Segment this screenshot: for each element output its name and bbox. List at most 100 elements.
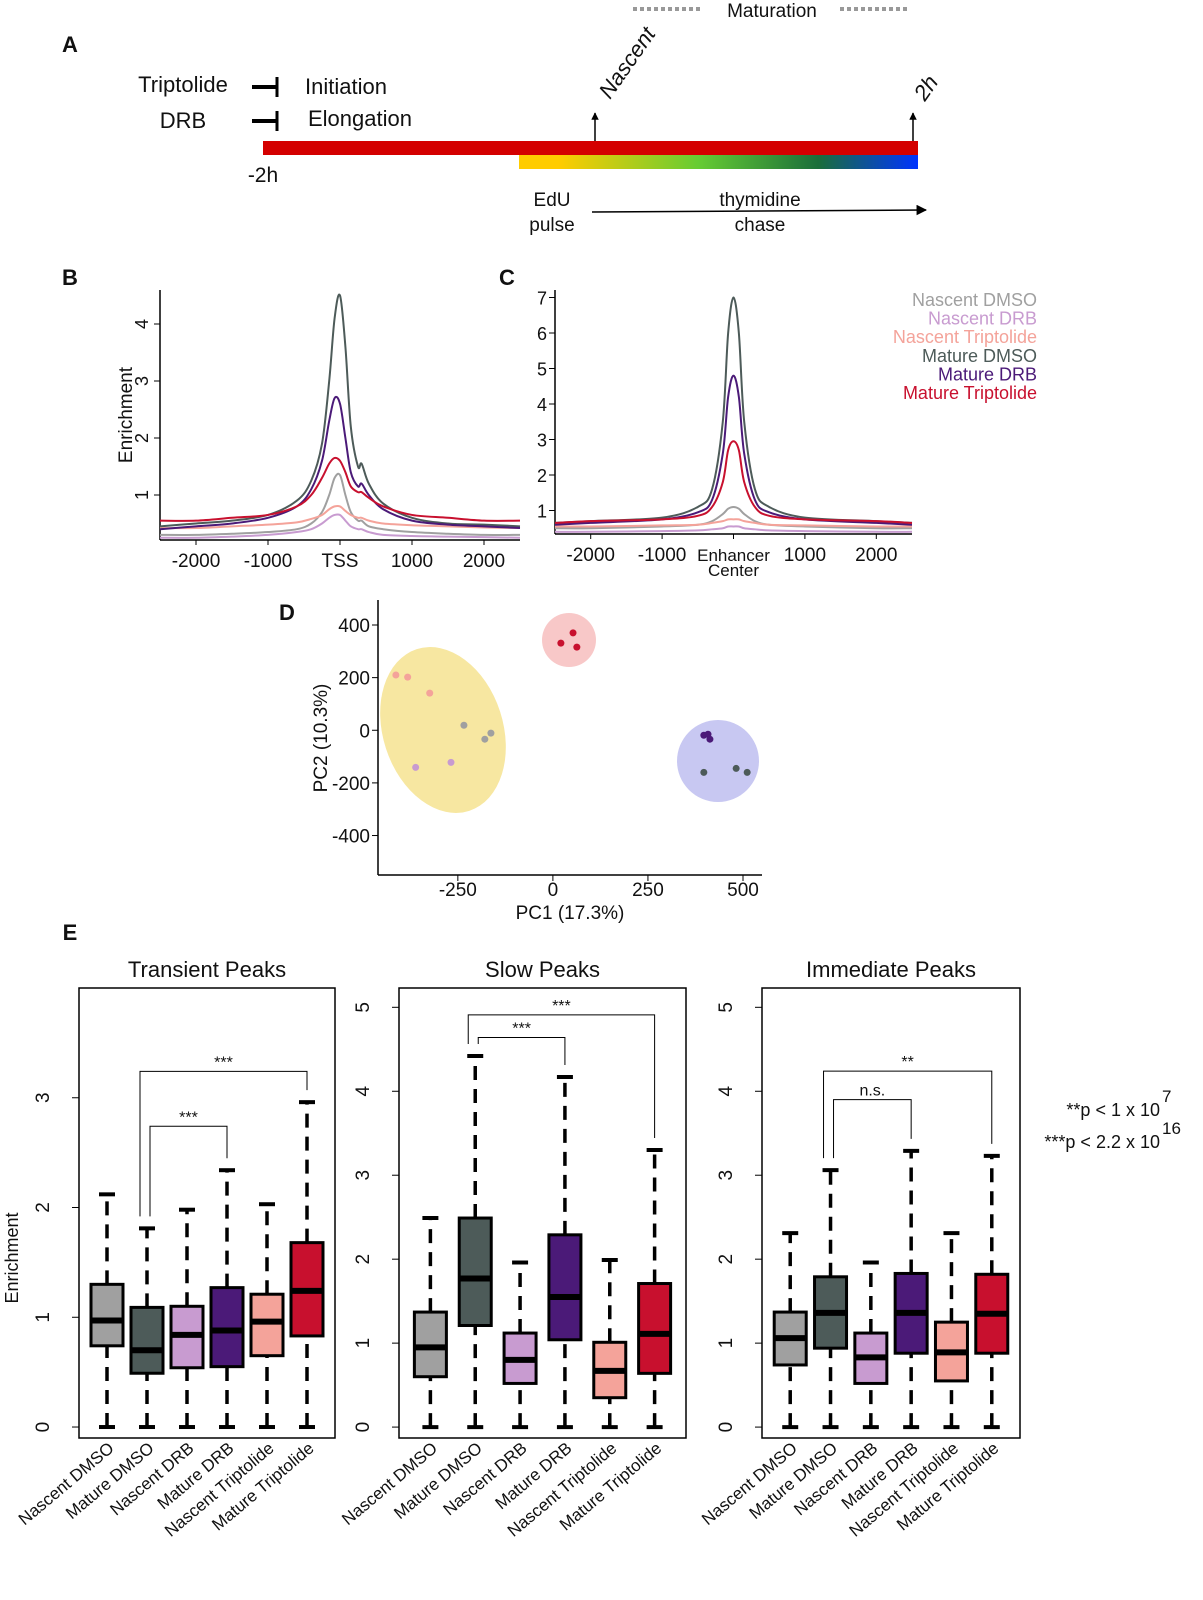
significance-bracket	[139, 1070, 308, 1217]
data-point	[569, 629, 577, 637]
pvalue-exponent: 16	[1162, 1119, 1181, 1138]
y-axis-label: PC2 (10.3%)	[311, 684, 332, 793]
y-tick-label: -200	[332, 774, 370, 795]
x-axis-label: PC1 (17.3%)	[516, 903, 625, 924]
chase-label-2: chase	[735, 215, 786, 236]
x-tick-label: -250	[439, 880, 477, 901]
box	[637, 1282, 673, 1375]
panel-title: Immediate Peaks	[806, 957, 976, 982]
y-tick-label: 1	[537, 502, 547, 522]
data-point	[743, 768, 751, 776]
y-tick-label: 4	[716, 1086, 737, 1097]
y-tick-label: 0	[353, 1422, 374, 1433]
series-line-nascent-drb	[554, 525, 913, 533]
edu-chase-gradient-bar	[519, 155, 918, 169]
plot-frame	[398, 987, 687, 1439]
significance-bracket	[833, 1099, 912, 1159]
profile-plot-B: 1 2 3 4 -2000 -1000 TSS 1000 2000 Enrichment	[116, 290, 521, 572]
x-tick-label: 500	[727, 880, 759, 901]
y-tick-label: 2	[716, 1254, 737, 1265]
significance-label: **	[901, 1054, 913, 1071]
x-tick-label: 250	[632, 880, 664, 901]
cluster-mature-dmso-drb	[677, 720, 759, 802]
series-line-mature-triptolide	[554, 440, 913, 524]
y-tick-label: 3	[537, 431, 547, 451]
y-tick-label: 2	[353, 1254, 374, 1265]
series-line-mature-dmso	[159, 293, 521, 528]
x-tick-label: 0	[548, 880, 559, 901]
y-tick-label: 200	[338, 669, 370, 690]
y-axis-label: Enrichment	[2, 1212, 22, 1303]
pvalue-exponent: 7	[1162, 1087, 1171, 1106]
panel-label-d: D	[279, 600, 295, 625]
y-axis-label: Enrichment	[116, 366, 137, 463]
y-tick-label: 1	[353, 1338, 374, 1349]
panel-label-e: E	[63, 920, 78, 945]
y-tick-label: 0	[359, 721, 370, 742]
x-tick-label: -1000	[638, 545, 687, 566]
profile-plot-C: 1 2 3 4 5 6 7 -2000 -1000 Enhancer 1000 2000 Center	[537, 289, 913, 580]
series-line-mature-drb	[554, 374, 913, 526]
data-point	[426, 689, 434, 697]
significance-bracket	[477, 1037, 566, 1065]
box	[89, 1282, 125, 1348]
y-tick-label: 5	[537, 360, 547, 380]
x-tick-label: -2000	[566, 545, 615, 566]
x-tick-label: 1000	[784, 545, 826, 566]
x-tick-label: Enhancer	[697, 546, 770, 565]
y-tick-label: 3	[716, 1170, 737, 1181]
x-tick-label: -1000	[244, 551, 293, 572]
panel-title: Slow Peaks	[485, 957, 600, 982]
x-tick-label: 2000	[463, 551, 505, 572]
data-point	[447, 758, 455, 766]
y-tick-label: 6	[537, 324, 547, 344]
series-line-nascent-drb	[159, 513, 521, 539]
legend-item: Nascent Triptolide	[893, 327, 1037, 347]
box	[209, 1286, 245, 1369]
panel-label-a: A	[62, 32, 78, 57]
significance-label: ***	[512, 1021, 531, 1038]
chase-label-1: thymidine	[719, 190, 800, 211]
data-point	[732, 764, 740, 772]
y-tick-label: 400	[338, 616, 370, 637]
y-tick-label: 1	[33, 1312, 54, 1323]
x-tick-label: 1000	[391, 551, 433, 572]
y-tick-label: 2	[33, 1202, 54, 1213]
y-tick-label: 5	[716, 1002, 737, 1013]
y-tick-label: 4	[353, 1086, 374, 1097]
panel-label-b: B	[62, 265, 78, 290]
pulse-label-2: pulse	[529, 215, 574, 236]
series-line-nascent-triptolide	[159, 504, 521, 530]
y-tick-label: 5	[353, 1002, 374, 1013]
x-tick-label: 2000	[855, 545, 897, 566]
legend-item: Nascent DMSO	[912, 290, 1037, 310]
significance-label: n.s.	[859, 1083, 885, 1100]
x-tick-label: TSS	[322, 551, 359, 572]
series-line-mature-triptolide	[159, 456, 521, 522]
significance-label: ***	[214, 1054, 233, 1071]
drug2-target-label: Elongation	[308, 106, 412, 131]
y-tick-label: 0	[33, 1422, 54, 1433]
y-tick-label: 4	[537, 395, 547, 415]
y-tick-label: 0	[716, 1422, 737, 1433]
y-tick-label: 2	[537, 466, 547, 486]
plot-frame	[761, 987, 1021, 1439]
data-point	[404, 673, 412, 681]
data-point	[460, 721, 468, 729]
panel-title: Transient Peaks	[128, 957, 286, 982]
legend-item: Mature DMSO	[922, 346, 1037, 366]
box	[547, 1233, 583, 1342]
cluster-mature-triptolide	[542, 613, 596, 667]
drug2-label: DRB	[160, 108, 206, 133]
drug1-label: Triptolide	[138, 72, 228, 97]
series-line-nascent-dmso	[159, 472, 521, 536]
legend-item: Mature Triptolide	[903, 383, 1037, 403]
data-point	[412, 763, 420, 771]
legend-item: Nascent DRB	[928, 309, 1037, 329]
box	[457, 1216, 493, 1328]
cluster-nascent	[380, 647, 506, 813]
